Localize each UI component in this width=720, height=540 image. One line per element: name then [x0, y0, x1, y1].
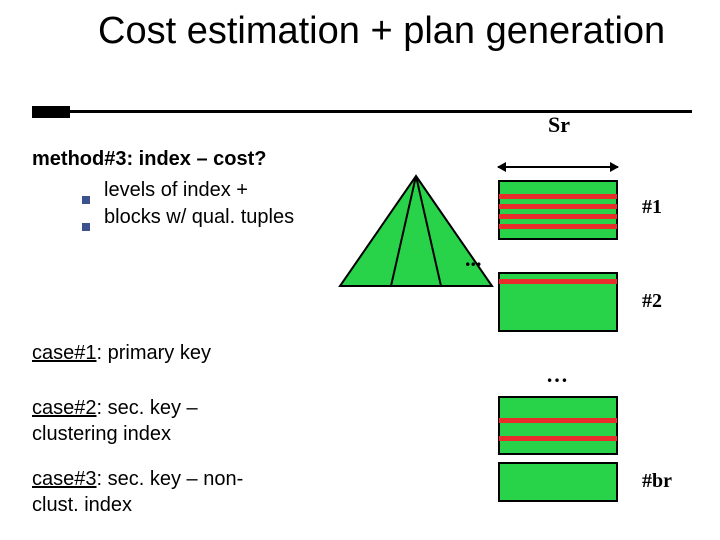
width-arrow [498, 166, 618, 168]
sr-label: Sr [548, 112, 570, 138]
title-underline [32, 110, 692, 113]
bullet-text: blocks w/ qual. tuples [104, 204, 294, 231]
block-stripe [499, 436, 617, 441]
ellipsis: ... [465, 246, 482, 272]
bullet-icon [82, 223, 90, 231]
block-stripe [499, 214, 617, 219]
case-link: case#3 [32, 468, 97, 490]
slide-title: Cost estimation + plan generation [98, 10, 678, 54]
case-item: case#3: sec. key – non-clust. index [32, 466, 282, 518]
bullet-text: levels of index + [104, 177, 248, 204]
chunk-label: #2 [642, 290, 662, 313]
case-link: case#2 [32, 397, 97, 419]
case-item: case#2: sec. key – clustering index [32, 395, 252, 447]
data-block [498, 396, 618, 455]
data-block [498, 462, 618, 502]
block-stripe [499, 204, 617, 209]
block-stripe [499, 194, 617, 199]
bullet-icon [82, 196, 90, 204]
ellipsis: … [546, 362, 568, 388]
method-heading: method#3: index – cost? [32, 148, 392, 171]
block-stripe [499, 418, 617, 423]
data-block [498, 272, 618, 332]
case-item: case#1: primary key [32, 340, 211, 366]
chunk-label: #1 [642, 196, 662, 219]
index-tree [336, 172, 496, 290]
data-block [498, 180, 618, 240]
case-rest: : primary key [97, 342, 211, 364]
block-stripe [499, 224, 617, 229]
block-stripe [499, 279, 617, 284]
case-link: case#1 [32, 342, 97, 364]
chunk-label: #br [642, 470, 672, 493]
slide-title-block: Cost estimation + plan generation [98, 10, 678, 54]
